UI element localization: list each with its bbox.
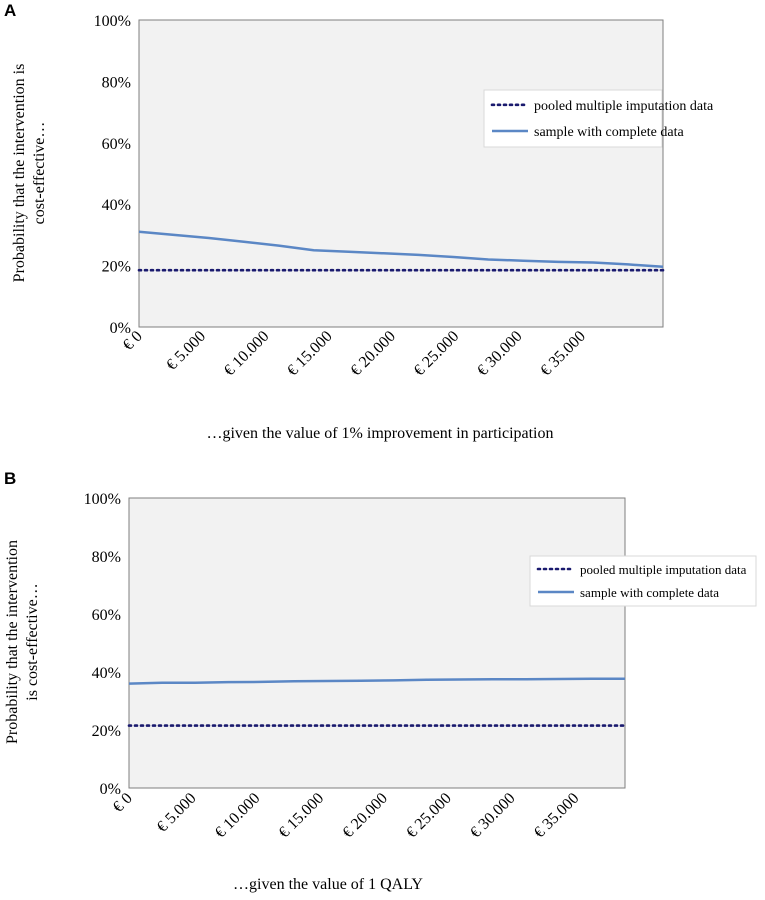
- x-tick-label: € 20.000: [347, 328, 399, 380]
- y-tick-label: 0%: [100, 781, 121, 798]
- legend: pooled multiple imputation data sample wi…: [483, 89, 714, 148]
- legend-box: [483, 89, 663, 148]
- x-tick-label: € 25.000: [411, 328, 463, 380]
- x-tick-label: € 30.000: [467, 790, 519, 842]
- x-axis-title: …given the value of 1% improvement in pa…: [206, 425, 553, 442]
- x-tick-label: € 35.000: [537, 328, 589, 380]
- legend-box: [529, 555, 757, 607]
- y-tick-label: 100%: [84, 491, 121, 508]
- x-axis-title: …given the value of 1 QALY: [233, 876, 423, 893]
- legend-label: sample with complete data: [580, 585, 719, 600]
- panel-letter: B: [4, 469, 16, 488]
- y-tick-label: 40%: [102, 197, 131, 214]
- plot-area: [128, 497, 626, 789]
- y-tick-label: 20%: [92, 723, 121, 740]
- series-line-complete: [128, 677, 625, 685]
- y-axis-title: cost-effective…: [31, 122, 48, 225]
- y-axis-title: Probability that the intervention: [4, 540, 21, 744]
- x-tick-label: € 10.000: [212, 790, 264, 842]
- y-tick-label: 60%: [102, 136, 131, 153]
- x-tick-label: € 20.000: [339, 790, 391, 842]
- legend: pooled multiple imputation data sample wi…: [529, 555, 757, 607]
- panel-letter: A: [4, 1, 16, 20]
- x-tick-label: € 5.000: [163, 328, 209, 374]
- y-tick-label: 40%: [92, 665, 121, 682]
- y-tick-label: 80%: [102, 74, 131, 91]
- x-tick-label: € 35.000: [531, 790, 583, 842]
- x-tick-label: € 30.000: [474, 328, 526, 380]
- x-tick-label: € 25.000: [403, 790, 455, 842]
- series-line-complete: [138, 230, 664, 269]
- y-tick-label: 100%: [94, 13, 131, 30]
- x-tick-label: € 10.000: [221, 328, 273, 380]
- legend-label: pooled multiple imputation data: [534, 99, 714, 114]
- chart-panel-a: A0%20%40%60%80%100%€ 0 € 5.000 € 10.000 € 1…: [4, 1, 714, 442]
- x-tick-label: € 5.000: [154, 790, 200, 836]
- y-tick-label: 0%: [110, 320, 131, 337]
- y-tick-label: 80%: [92, 549, 121, 566]
- y-tick-label: 60%: [92, 607, 121, 624]
- x-tick-label: € 15.000: [284, 328, 336, 380]
- y-axis-title: is cost-effective…: [24, 583, 41, 700]
- y-tick-label: 20%: [102, 259, 131, 276]
- legend-label: sample with complete data: [534, 125, 684, 140]
- legend-label: pooled multiple imputation data: [580, 562, 747, 577]
- y-axis-title: Probability that the intervention is: [11, 64, 28, 283]
- plot-area: [138, 19, 664, 328]
- x-tick-label: € 15.000: [276, 790, 328, 842]
- chart-panel-b: B0%20%40%60%80%100%€ 0 € 5.000 € 10.000 € 1…: [4, 469, 757, 893]
